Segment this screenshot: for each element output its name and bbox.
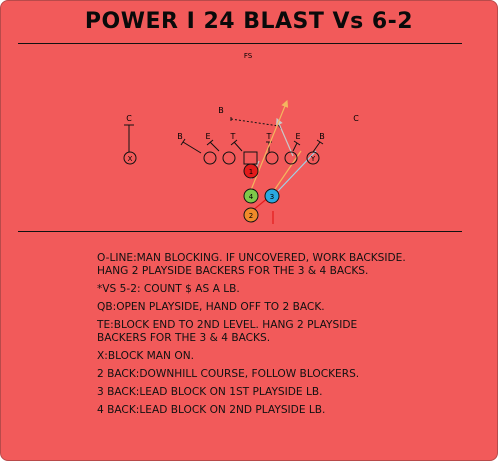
- tight-end-y: [306, 151, 320, 165]
- note-2-back: 2 BACK:DOWNHILL COURSE, FOLLOW BLOCKERS.: [97, 368, 407, 381]
- note-text: DOWNHILL COURSE, FOLLOW BLOCKERS.: [139, 368, 360, 380]
- note-text: LEAD BLOCK ON 2ND PLAYSIDE LB.: [139, 404, 326, 416]
- label-c-left: C: [126, 114, 132, 123]
- note-key: 3 BACK:: [97, 386, 140, 398]
- note-text: LEAD BLOCK ON 1ST PLAYSIDE LB.: [139, 386, 323, 398]
- receiver-x: [123, 151, 137, 165]
- label-back-2: 2: [249, 212, 253, 220]
- label-t-right: T: [266, 132, 272, 141]
- note-key: O-LINE:: [97, 252, 137, 264]
- note-key: 2 BACK:: [97, 368, 140, 380]
- label-back-3: 3: [270, 193, 274, 201]
- quarterback: [243, 163, 259, 179]
- note-text: BLOCK END TO 2ND LEVEL. HANG 2 PLAYSIDE …: [97, 319, 358, 344]
- back-2: [243, 207, 259, 223]
- label-y: Y: [310, 155, 316, 163]
- top-divider: [18, 43, 462, 44]
- note-qb: QB:OPEN PLAYSIDE, HAND OFF TO 2 BACK.: [97, 301, 407, 314]
- note-key: QB:: [97, 301, 117, 313]
- note-te: TE:BLOCK END TO 2ND LEVEL. HANG 2 PLAYSI…: [97, 319, 407, 345]
- note-3-back: 3 BACK:LEAD BLOCK ON 1ST PLAYSIDE LB.: [97, 386, 407, 399]
- coaching-notes: O-LINE:MAN BLOCKING. IF UNCOVERED, WORK …: [97, 252, 407, 422]
- play-diagram: FS C C B B E T T E B: [123, 52, 359, 224]
- play-title: POWER I 24 BLAST Vs 6-2: [84, 9, 414, 34]
- label-b-top: B: [218, 106, 224, 115]
- label-back-4: 4: [249, 193, 254, 201]
- note-text: BLOCK MAN ON.: [107, 350, 194, 362]
- note-oline: O-LINE:MAN BLOCKING. IF UNCOVERED, WORK …: [97, 252, 407, 278]
- note-key: 4 BACK:: [97, 404, 140, 416]
- note-text: COUNT $ AS A LB.: [140, 283, 240, 295]
- note-vs-52: *VS 5-2: COUNT $ AS A LB.: [97, 283, 407, 296]
- note-text: MAN BLOCKING. IF UNCOVERED, WORK BACKSID…: [97, 252, 406, 277]
- routes: [250, 99, 317, 224]
- note-key: TE:: [97, 319, 114, 331]
- back-4: [243, 188, 259, 204]
- label-e-right: E: [295, 132, 300, 141]
- note-key: *VS 5-2:: [97, 283, 141, 295]
- defense-markers: [124, 117, 324, 154]
- note-key: X:: [97, 350, 108, 362]
- note-text: OPEN PLAYSIDE, HAND OFF TO 2 BACK.: [116, 301, 325, 313]
- bottom-divider: [18, 231, 462, 232]
- label-b-left: B: [177, 132, 183, 141]
- back-3: [264, 188, 280, 204]
- label-b-right: B: [319, 132, 325, 141]
- offensive-line: [203, 151, 298, 165]
- label-c-right: C: [353, 114, 359, 123]
- note-x: X:BLOCK MAN ON.: [97, 350, 407, 363]
- label-e-left: E: [205, 132, 210, 141]
- note-4-back: 4 BACK:LEAD BLOCK ON 2ND PLAYSIDE LB.: [97, 404, 407, 417]
- label-x: X: [128, 155, 133, 163]
- label-fs: FS: [244, 52, 253, 60]
- label-t-left: T: [230, 132, 236, 141]
- label-qb: 1: [249, 168, 253, 176]
